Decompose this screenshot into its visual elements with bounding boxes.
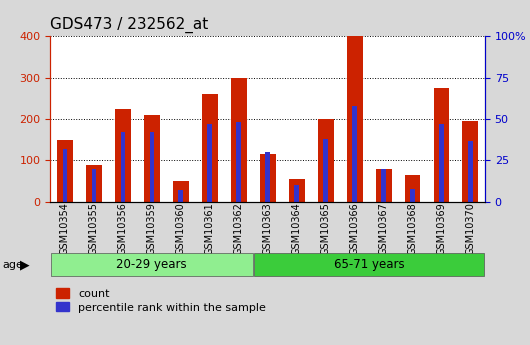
Bar: [434, 88, 449, 202]
Text: GSM10354: GSM10354: [60, 202, 70, 255]
Bar: [266, 152, 270, 202]
Text: GSM10365: GSM10365: [321, 202, 331, 255]
Bar: [463, 121, 479, 202]
Bar: [294, 185, 299, 202]
Text: GSM10366: GSM10366: [350, 202, 359, 255]
Bar: [289, 179, 305, 202]
Bar: [260, 154, 276, 202]
Bar: [323, 139, 328, 202]
Legend: count, percentile rank within the sample: count, percentile rank within the sample: [56, 288, 266, 313]
Bar: [57, 140, 73, 202]
Bar: [149, 132, 154, 202]
Bar: [179, 190, 183, 202]
Bar: [86, 165, 102, 202]
Text: GSM10369: GSM10369: [437, 202, 446, 255]
FancyBboxPatch shape: [254, 253, 484, 276]
Bar: [115, 109, 131, 202]
Bar: [231, 78, 246, 202]
Bar: [236, 122, 241, 202]
Text: GSM10360: GSM10360: [176, 202, 186, 255]
Bar: [352, 106, 357, 202]
Text: GSM10355: GSM10355: [89, 202, 99, 255]
Bar: [381, 169, 386, 202]
Text: GSM10359: GSM10359: [147, 202, 157, 255]
Bar: [468, 140, 473, 202]
Bar: [376, 169, 392, 202]
Text: age: age: [3, 260, 23, 270]
Text: ▶: ▶: [20, 258, 30, 272]
Text: GSM10367: GSM10367: [378, 202, 388, 255]
Bar: [202, 94, 218, 202]
Bar: [410, 189, 415, 202]
Text: GSM10362: GSM10362: [234, 202, 244, 255]
Bar: [144, 115, 160, 202]
Text: GSM10370: GSM10370: [465, 202, 475, 255]
Bar: [439, 124, 444, 202]
Text: GSM10363: GSM10363: [263, 202, 272, 255]
Bar: [347, 36, 363, 202]
Bar: [404, 175, 420, 202]
Bar: [92, 169, 96, 202]
Text: 20-29 years: 20-29 years: [117, 258, 187, 271]
Text: GDS473 / 232562_at: GDS473 / 232562_at: [50, 17, 209, 33]
Bar: [207, 124, 212, 202]
Text: GSM10361: GSM10361: [205, 202, 215, 255]
Text: 65-71 years: 65-71 years: [334, 258, 404, 271]
Bar: [63, 149, 67, 202]
Bar: [173, 181, 189, 202]
Text: GSM10356: GSM10356: [118, 202, 128, 255]
Bar: [317, 119, 333, 202]
Text: GSM10364: GSM10364: [292, 202, 302, 255]
Text: GSM10368: GSM10368: [408, 202, 418, 255]
FancyBboxPatch shape: [51, 253, 253, 276]
Bar: [120, 132, 125, 202]
